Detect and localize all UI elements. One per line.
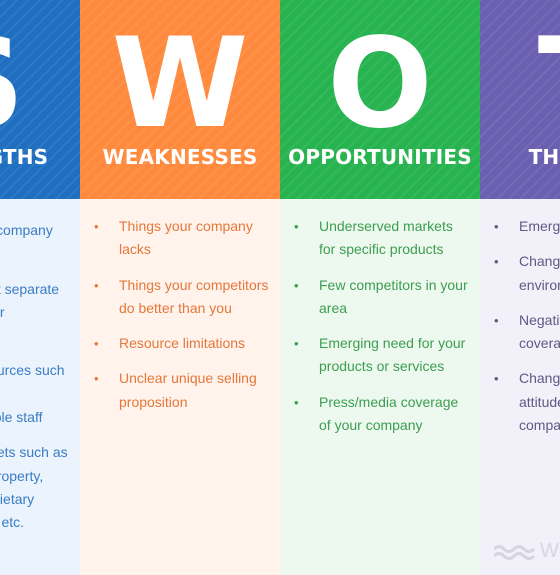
bullet-icon: • xyxy=(94,219,99,234)
list-item: • Unclear unique selling proposition xyxy=(80,367,280,414)
bullet-icon: • xyxy=(94,371,99,387)
list-item: •Changing customer attitudes toward your… xyxy=(480,367,560,437)
bullet-icon: • xyxy=(494,312,499,328)
list-item: •Internal resources such as skilled, kno… xyxy=(0,362,65,426)
list-item: •Tangible assets such as intellectual pr… xyxy=(0,444,68,531)
threats-body: •Emerging competitors •Changing regulato… xyxy=(480,199,560,575)
bullet-icon: • xyxy=(494,219,499,234)
strengths-header: S STRENGTHS xyxy=(0,0,80,199)
header-stripe-pattern xyxy=(480,0,560,199)
strengths-title: STRENGTHS xyxy=(0,145,49,169)
weaknesses-column: W WEAKNESSES • Things your company lacks … xyxy=(80,0,280,575)
header-stripe-pattern xyxy=(80,0,280,199)
strengths-body: •Things your company does well •Qualitie… xyxy=(0,199,80,575)
list-item: • Things your competitors do better than … xyxy=(80,274,280,321)
list-item: •Emerging competitors xyxy=(480,215,560,238)
opportunities-column: O OPPORTUNITIES • Underserved markets for… xyxy=(280,0,480,575)
list-item: • Emerging need for your products or serv… xyxy=(280,332,480,379)
threats-list: •Emerging competitors •Changing regulato… xyxy=(480,215,560,449)
weaknesses-header: W WEAKNESSES xyxy=(80,0,280,199)
bullet-icon: • xyxy=(494,371,499,387)
strengths-list: •Things your company does well •Qualitie… xyxy=(0,219,80,547)
threats-header: T THREATS xyxy=(480,0,560,199)
bullet-icon: • xyxy=(94,336,99,352)
opportunities-title: OPPORTUNITIES xyxy=(288,145,472,169)
opportunities-header: O OPPORTUNITIES xyxy=(280,0,480,199)
list-item: • Press/media coverage of your company xyxy=(280,391,480,438)
bullet-icon: • xyxy=(294,336,299,352)
bullet-icon: • xyxy=(294,219,299,234)
weaknesses-body: • Things your company lacks • Things your … xyxy=(80,199,280,575)
list-item: • Few competitors in your area xyxy=(280,274,480,321)
bullet-icon: • xyxy=(494,254,499,270)
threats-title: THREATS xyxy=(528,145,560,169)
threats-letter: T xyxy=(480,22,560,146)
bullet-icon: • xyxy=(294,277,299,293)
wave-logo-icon xyxy=(494,545,536,560)
list-item: •Qualities that separate you from your c… xyxy=(0,280,60,320)
list-item: • Things your company lacks xyxy=(80,215,280,262)
weaknesses-letter: W xyxy=(111,12,249,156)
strengths-column: S STRENGTHS •Things your company does we… xyxy=(0,0,80,575)
bullet-icon: • xyxy=(94,277,99,293)
list-item: • Resource limitations xyxy=(80,332,280,355)
weaknesses-title: WEAKNESSES xyxy=(102,145,258,169)
opportunities-body: • Underserved markets for specific produc… xyxy=(280,199,480,575)
list-item: •Things your company does well xyxy=(0,222,53,238)
watermark-text: W xyxy=(540,540,559,562)
header-stripe-pattern xyxy=(0,0,80,199)
opportunities-list: • Underserved markets for specific produc… xyxy=(280,215,480,449)
header-stripe-pattern xyxy=(280,0,480,199)
list-item: •Changing regulatory environment xyxy=(480,250,560,297)
opportunities-letter: O xyxy=(327,12,433,156)
bullet-icon: • xyxy=(294,394,299,410)
threats-column: T THREATS •Emerging competitors •Changin… xyxy=(480,0,560,575)
list-item: • Underserved markets for specific produc… xyxy=(280,215,480,262)
strengths-letter: S xyxy=(0,22,80,146)
weaknesses-list: • Things your company lacks • Things your … xyxy=(80,215,280,426)
list-item: •Negative press/media coverage xyxy=(480,309,560,356)
